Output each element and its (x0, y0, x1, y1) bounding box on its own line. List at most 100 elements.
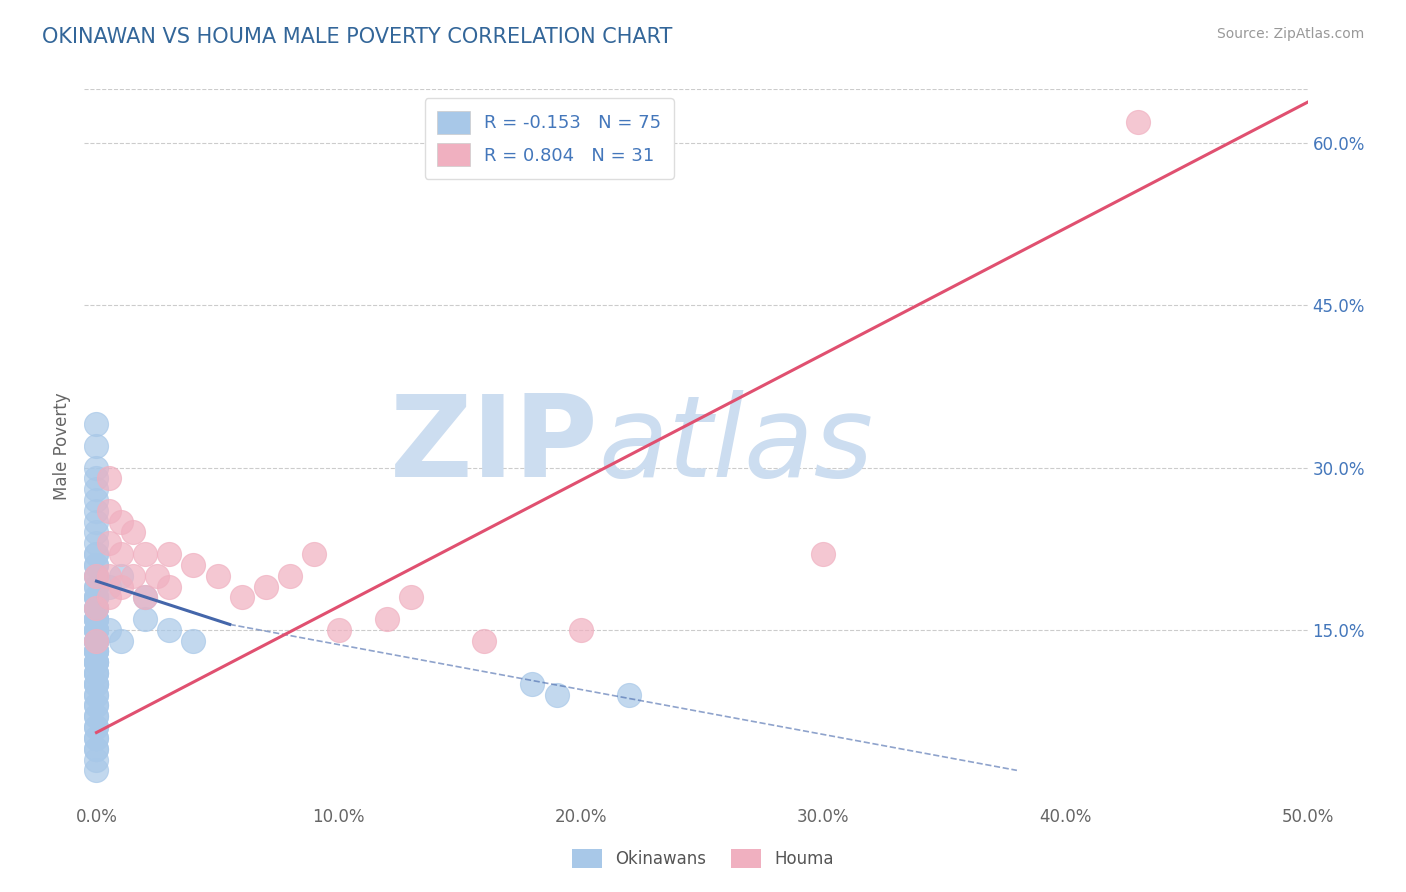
Point (375, 612, 398, 626)
Point (86, 709, 108, 723)
Point (86, 666, 108, 681)
Point (134, 547, 156, 561)
Legend: R = -0.153   N = 75, R = 0.804   N = 31: R = -0.153 N = 75, R = 0.804 N = 31 (425, 98, 673, 179)
Point (86, 439, 108, 453)
Point (183, 633, 205, 648)
Point (110, 515, 132, 529)
Point (86, 677, 108, 691)
Point (86, 482, 108, 496)
Point (97, 568, 120, 582)
Point (86, 698, 108, 713)
Point (86, 612, 108, 626)
Point (86, 666, 108, 681)
Point (86, 547, 108, 561)
Point (86, 698, 108, 713)
Point (86, 547, 108, 561)
Point (86, 720, 108, 734)
Point (86, 623, 108, 637)
Point (86, 644, 108, 658)
Point (86, 731, 108, 745)
Point (86, 655, 108, 669)
Point (86, 591, 108, 605)
Point (86, 591, 108, 605)
Point (86, 644, 108, 658)
Point (97, 580, 120, 594)
Point (278, 568, 301, 582)
Point (86, 741, 108, 756)
Point (110, 568, 132, 582)
Point (134, 591, 156, 605)
Point (328, 623, 350, 637)
Point (97, 504, 120, 518)
Point (86, 417, 108, 432)
Point (86, 580, 108, 594)
Point (86, 460, 108, 475)
Point (86, 515, 108, 529)
Text: Source: ZipAtlas.com: Source: ZipAtlas.com (1216, 27, 1364, 41)
Point (472, 633, 495, 648)
Point (86, 764, 108, 778)
Point (157, 547, 180, 561)
Point (86, 666, 108, 681)
Point (86, 655, 108, 669)
Point (86, 612, 108, 626)
Point (546, 688, 568, 702)
Point (86, 655, 108, 669)
Point (97, 536, 120, 550)
Point (401, 591, 423, 605)
Point (86, 558, 108, 572)
Point (110, 580, 132, 594)
Text: ZIP: ZIP (389, 391, 598, 501)
Y-axis label: Male Poverty: Male Poverty (53, 392, 72, 500)
Point (522, 677, 544, 691)
Point (86, 753, 108, 767)
Legend: Okinawans, Houma: Okinawans, Houma (565, 842, 841, 875)
Point (86, 731, 108, 745)
Text: atlas: atlas (598, 391, 873, 501)
Point (86, 633, 108, 648)
Point (86, 493, 108, 508)
Point (86, 536, 108, 550)
Point (183, 558, 205, 572)
Point (146, 568, 169, 582)
Point (86, 720, 108, 734)
Point (86, 633, 108, 648)
Point (86, 644, 108, 658)
Point (134, 591, 156, 605)
Point (86, 504, 108, 518)
Point (86, 709, 108, 723)
Point (86, 623, 108, 637)
Point (86, 601, 108, 615)
Point (86, 633, 108, 648)
Point (121, 525, 143, 540)
Point (86, 677, 108, 691)
Point (86, 633, 108, 648)
Point (254, 580, 277, 594)
Point (86, 688, 108, 702)
Point (1126, 114, 1149, 128)
Point (86, 568, 108, 582)
Point (86, 741, 108, 756)
Point (86, 644, 108, 658)
Point (86, 601, 108, 615)
Point (619, 688, 641, 702)
Point (231, 591, 253, 605)
Point (86, 655, 108, 669)
Point (97, 623, 120, 637)
Point (97, 591, 120, 605)
Point (86, 677, 108, 691)
Point (86, 601, 108, 615)
Point (304, 547, 326, 561)
Point (97, 471, 120, 485)
Point (569, 623, 592, 637)
Point (86, 623, 108, 637)
Text: OKINAWAN VS HOUMA MALE POVERTY CORRELATION CHART: OKINAWAN VS HOUMA MALE POVERTY CORRELATI… (42, 27, 672, 46)
Point (157, 623, 180, 637)
Point (86, 688, 108, 702)
Point (86, 558, 108, 572)
Point (86, 623, 108, 637)
Point (86, 601, 108, 615)
Point (86, 612, 108, 626)
Point (157, 580, 180, 594)
Point (86, 568, 108, 582)
